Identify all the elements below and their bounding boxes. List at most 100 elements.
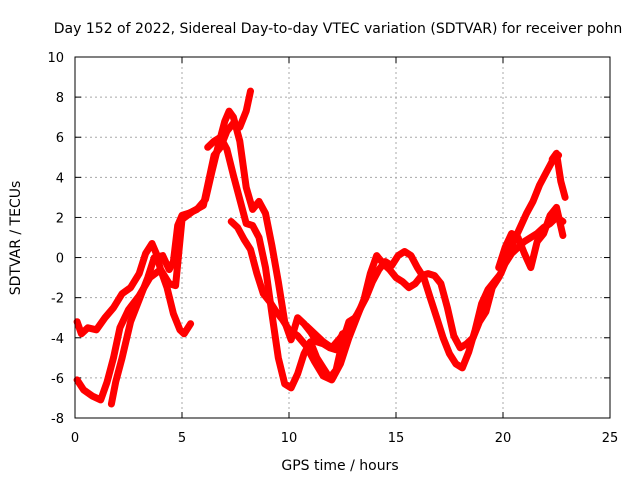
data-point bbox=[275, 354, 282, 361]
data-point bbox=[174, 222, 181, 229]
data-point bbox=[337, 360, 344, 367]
data-point bbox=[262, 210, 269, 217]
data-point bbox=[345, 334, 352, 341]
y-tick-label: 8 bbox=[56, 91, 64, 106]
data-point bbox=[452, 360, 459, 367]
data-point bbox=[363, 294, 370, 301]
data-point bbox=[465, 348, 472, 355]
series-pass-7 bbox=[495, 203, 567, 272]
data-point bbox=[553, 150, 560, 157]
x-tick-label: 15 bbox=[388, 431, 405, 446]
data-point bbox=[262, 264, 269, 271]
data-point bbox=[281, 380, 288, 387]
data-point bbox=[382, 258, 389, 265]
data-point bbox=[234, 224, 241, 231]
data-point bbox=[485, 286, 492, 293]
data-point bbox=[405, 284, 412, 291]
data-point bbox=[557, 178, 564, 185]
y-tick-label: -6 bbox=[51, 372, 64, 387]
data-point bbox=[202, 196, 209, 203]
data-point bbox=[288, 384, 295, 391]
x-tick-label: 0 bbox=[71, 431, 79, 446]
data-point bbox=[446, 350, 453, 357]
data-point bbox=[185, 210, 192, 217]
data-point bbox=[80, 386, 87, 393]
data-point bbox=[549, 156, 556, 163]
data-point bbox=[144, 274, 151, 281]
data-point bbox=[108, 400, 115, 407]
data-point bbox=[431, 272, 438, 279]
data-point bbox=[440, 334, 447, 341]
data-point bbox=[345, 324, 352, 331]
y-tick-label: 2 bbox=[56, 211, 64, 226]
data-point bbox=[166, 280, 173, 287]
data-point bbox=[249, 206, 256, 213]
data-point bbox=[193, 206, 200, 213]
data-point bbox=[221, 118, 228, 125]
data-point bbox=[217, 134, 224, 141]
data-point bbox=[354, 310, 361, 317]
y-axis-ticks: -8 -6 -4 -2 0 2 4 6 8 10 bbox=[47, 51, 610, 427]
series-pass-8 bbox=[548, 149, 569, 201]
data-point bbox=[266, 298, 273, 305]
data-point bbox=[540, 230, 547, 237]
data-point bbox=[236, 196, 243, 203]
data-point bbox=[521, 250, 528, 257]
series-pass-2 bbox=[73, 87, 254, 404]
y-tick-label: -8 bbox=[51, 412, 64, 427]
data-point bbox=[373, 252, 380, 259]
data-point bbox=[459, 364, 466, 371]
data-point bbox=[247, 88, 254, 95]
data-point bbox=[450, 332, 457, 339]
x-tick-label: 5 bbox=[178, 431, 186, 446]
data-point bbox=[127, 284, 134, 291]
data-point bbox=[151, 254, 158, 261]
data-point bbox=[110, 354, 117, 361]
data-point bbox=[230, 114, 237, 121]
data-point bbox=[125, 306, 132, 313]
y-axis-label: SDTVAR / TECUs bbox=[8, 181, 24, 296]
y-tick-label: 0 bbox=[56, 252, 64, 267]
data-point bbox=[427, 294, 434, 301]
data-point bbox=[181, 330, 188, 337]
data-point bbox=[407, 252, 414, 259]
data-point bbox=[119, 354, 126, 361]
data-point bbox=[93, 326, 100, 333]
data-point bbox=[311, 330, 318, 337]
data-point bbox=[268, 242, 275, 249]
data-point bbox=[414, 264, 421, 271]
data-point bbox=[559, 232, 566, 239]
data-point bbox=[527, 264, 534, 271]
x-tick-label: 25 bbox=[602, 431, 619, 446]
data-point bbox=[497, 270, 504, 277]
plot-series bbox=[73, 87, 569, 408]
data-point bbox=[547, 212, 554, 219]
data-point bbox=[78, 330, 85, 337]
data-point bbox=[110, 304, 117, 311]
data-point bbox=[401, 248, 408, 255]
y-tick-label: 6 bbox=[56, 131, 64, 146]
x-tick-label: 20 bbox=[495, 431, 512, 446]
data-point bbox=[211, 138, 218, 145]
data-point bbox=[236, 138, 243, 145]
data-point bbox=[176, 326, 183, 333]
data-point bbox=[243, 220, 250, 227]
data-point bbox=[243, 108, 250, 115]
data-point bbox=[420, 274, 427, 281]
data-point bbox=[294, 370, 301, 377]
data-point bbox=[286, 326, 292, 333]
data-point bbox=[523, 210, 530, 217]
y-tick-label: -2 bbox=[51, 292, 64, 307]
data-point bbox=[101, 314, 108, 321]
data-point bbox=[311, 358, 318, 365]
data-point bbox=[562, 194, 569, 201]
data-point bbox=[425, 270, 432, 277]
x-axis-label: GPS time / hours bbox=[281, 458, 398, 474]
data-point bbox=[159, 252, 166, 259]
data-point bbox=[247, 246, 254, 253]
data-point bbox=[328, 344, 335, 351]
data-point bbox=[307, 338, 314, 345]
data-point bbox=[157, 266, 164, 273]
data-point bbox=[542, 170, 549, 177]
